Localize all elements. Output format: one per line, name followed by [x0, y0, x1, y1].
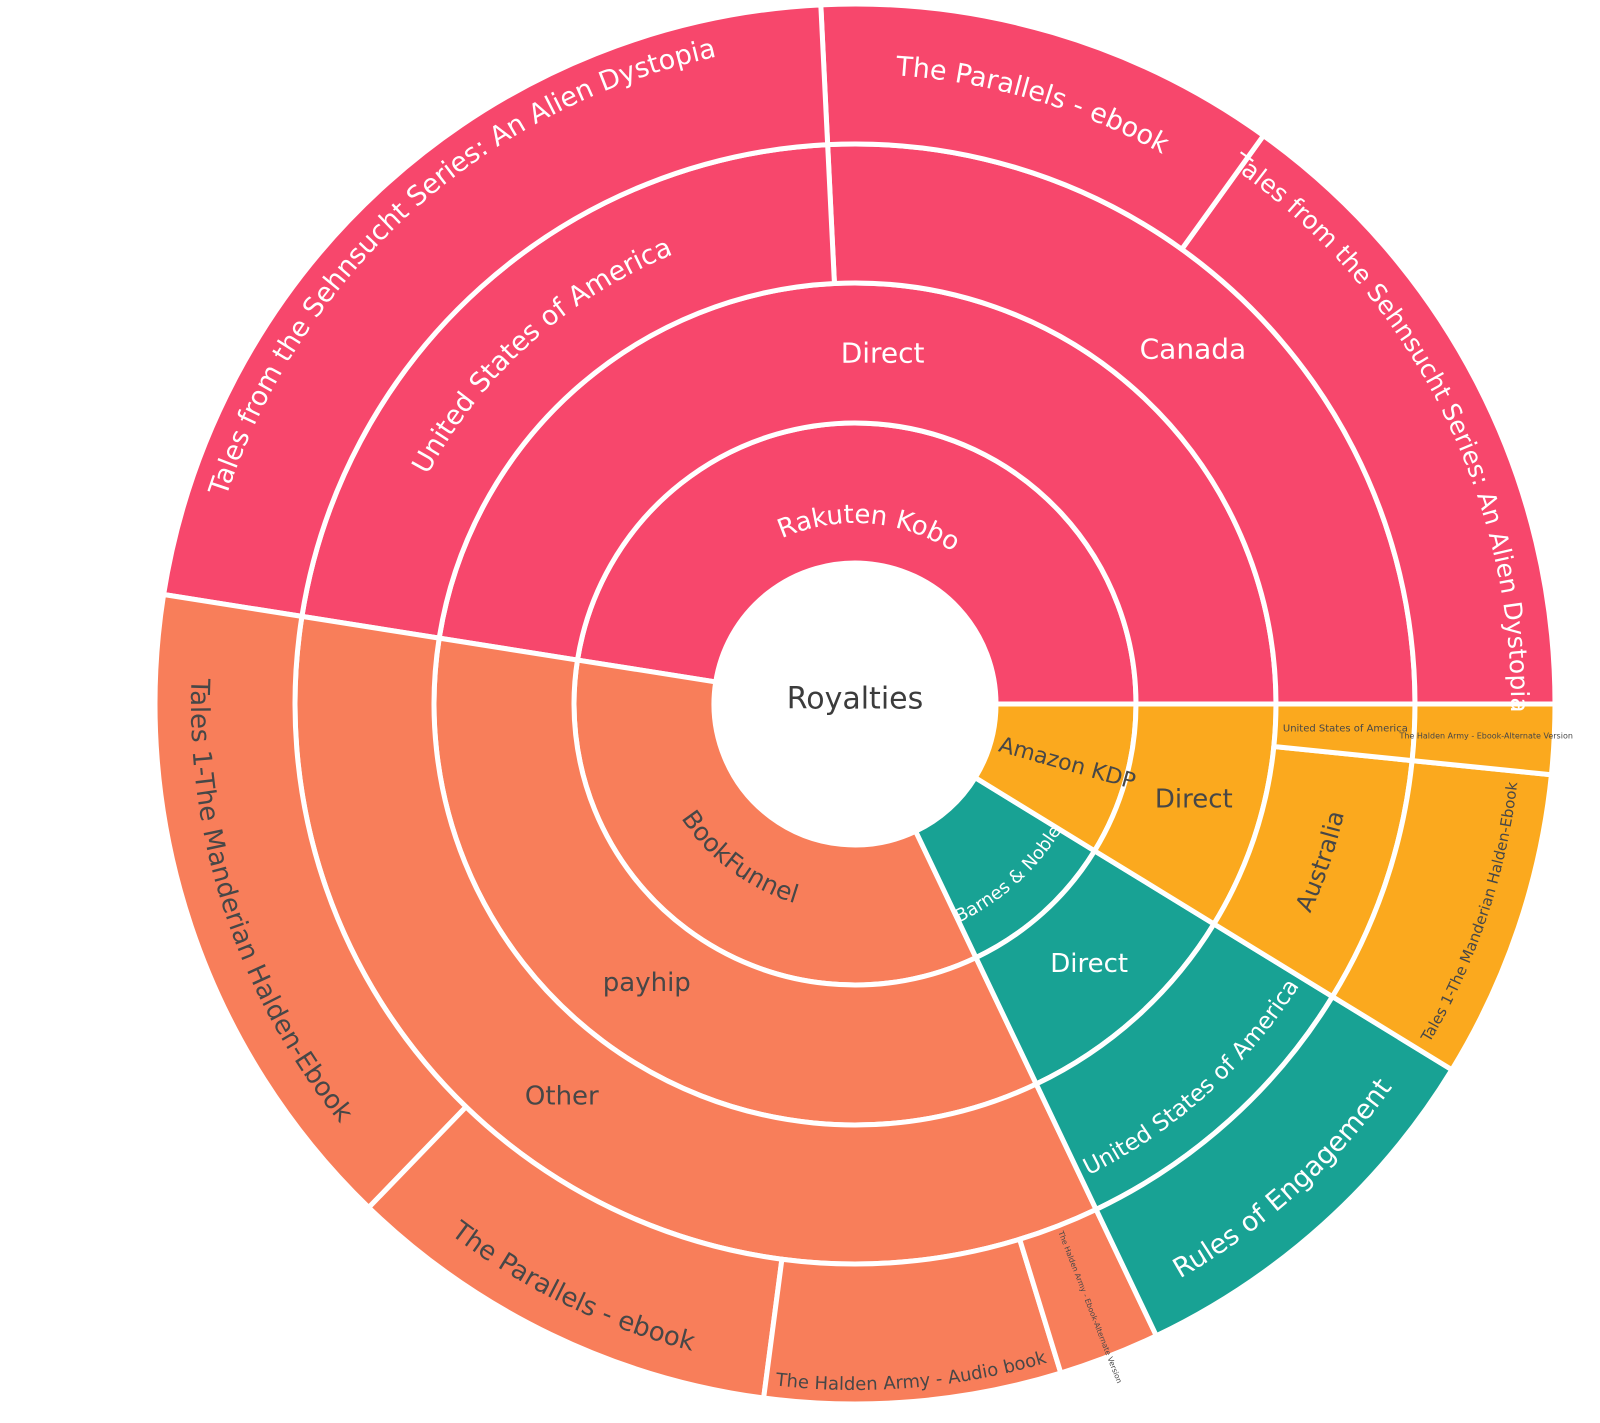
label-barnes-noble-direct: Direct: [1050, 949, 1128, 979]
label-amazon-kdp-direct: Direct: [1155, 785, 1233, 815]
label-amazon-kdp-direct-united-states-of-america-the-halden-army-ebook-alternate-version: The Halden Army - Ebook-Alternate Versio…: [1398, 731, 1572, 740]
label-rakuten-kobo-direct: Direct: [841, 337, 925, 370]
segment-rakuten-kobo-direct-canada-tales-from-the-sehnsucht-series-an-alien-dystopia[interactable]: [1179, 133, 1558, 707]
segment-rakuten-kobo-direct-united-states-of-america-tales-from-the-sehnsucht-series-an-alien-dystopia[interactable]: [161, 2, 831, 619]
label-amazon-kdp-direct-united-states-of-america: United States of America: [1283, 723, 1408, 734]
segment-amazon-kdp-direct-united-states-of-america-the-halden-army-ebook-alternate-version[interactable]: [1409, 701, 1558, 778]
center-label[interactable]: Royalties: [787, 682, 924, 717]
label-rakuten-kobo-direct-canada: Canada: [1140, 333, 1247, 366]
label-bookfunnel-payhip: payhip: [603, 968, 691, 998]
label-bookfunnel-payhip-other: Other: [525, 1082, 599, 1112]
segment-bookfunnel-payhip-other-tales-1-the-manderian-halden-ebook[interactable]: [152, 591, 469, 1211]
